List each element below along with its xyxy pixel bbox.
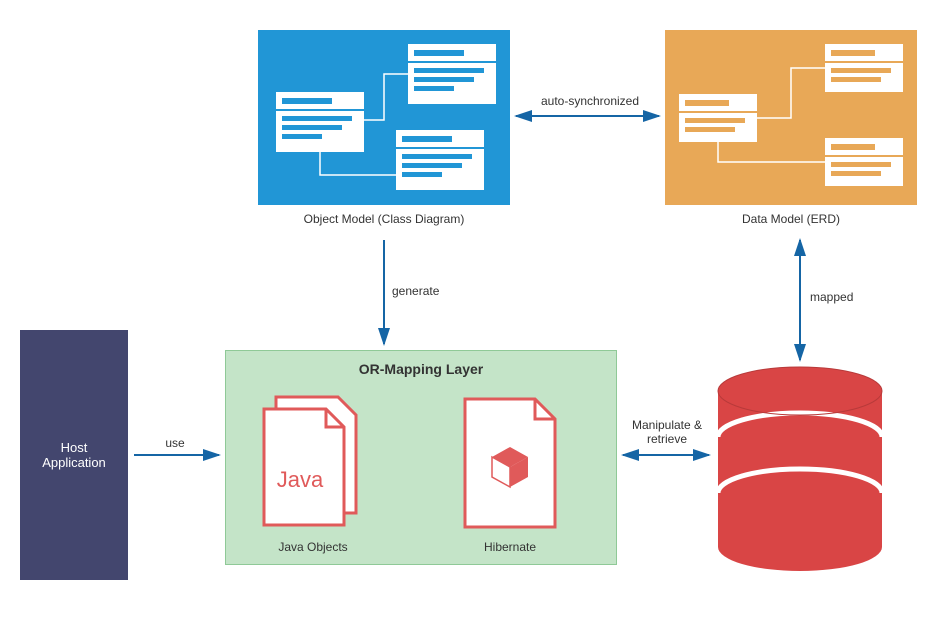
host-application: Host Application [20, 330, 128, 580]
edge-manipulate-label: Manipulate & retrieve [622, 418, 712, 446]
edge-auto-sync-label: auto-synchronized [520, 94, 660, 108]
data-model-panel [665, 30, 917, 205]
data-model-label: Data Model (ERD) [665, 212, 917, 226]
java-objects-icon: Java [258, 395, 368, 535]
object-model-label: Object Model (Class Diagram) [258, 212, 510, 226]
or-mapping-title: OR-Mapping Layer [226, 361, 616, 377]
edge-mapped-label: mapped [810, 290, 890, 304]
hibernate-icon [455, 395, 565, 535]
java-objects-label: Java Objects [258, 540, 368, 554]
object-model-panel [258, 30, 510, 205]
database-icon [715, 365, 885, 575]
host-application-label: Host Application [30, 440, 118, 470]
hibernate-label: Hibernate [455, 540, 565, 554]
edge-use-label: use [150, 436, 200, 450]
java-text: Java [277, 467, 324, 492]
edge-generate-label: generate [392, 284, 472, 298]
